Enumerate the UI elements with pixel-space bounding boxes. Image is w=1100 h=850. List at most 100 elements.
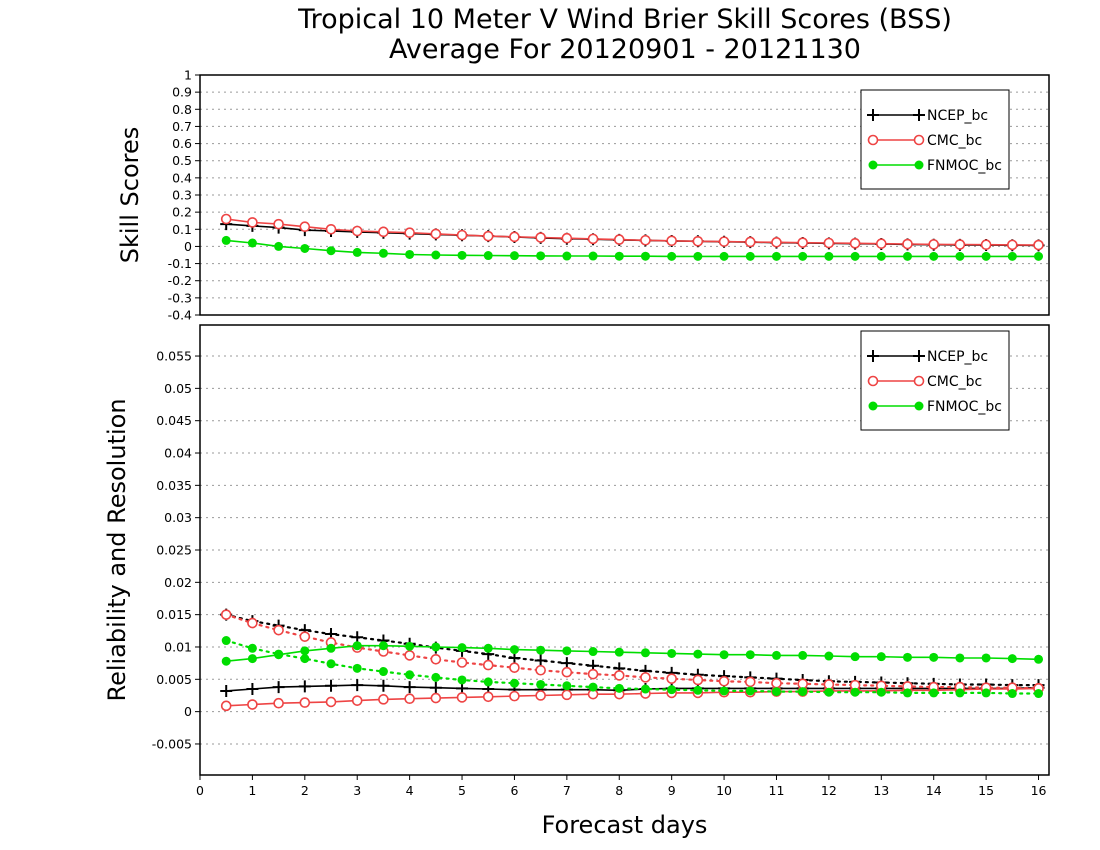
y-tick-label: 0.05 [164, 381, 192, 396]
data-point [298, 680, 311, 693]
data-point [405, 641, 415, 651]
data-point [667, 685, 677, 695]
data-point [561, 689, 573, 701]
data-point [876, 652, 886, 662]
data-point [536, 645, 546, 655]
data-point [273, 697, 284, 709]
legend-marker [913, 109, 925, 121]
data-point [247, 643, 257, 653]
data-point [534, 654, 547, 667]
x-tick-label: 6 [510, 783, 518, 798]
data-point [403, 681, 416, 694]
data-point [378, 641, 388, 651]
data-point [824, 687, 834, 697]
y-tick-label: 0.015 [156, 607, 192, 622]
x-tick-label: 10 [716, 783, 732, 798]
x-tick-label: 15 [978, 783, 994, 798]
x-tick-label: 13 [873, 783, 889, 798]
data-point [431, 250, 441, 260]
data-point [404, 227, 415, 239]
data-point [509, 645, 519, 655]
data-point [246, 683, 259, 696]
data-point [273, 624, 284, 636]
y-tick-label: 0.4 [172, 170, 192, 185]
data-point [667, 251, 677, 261]
data-point [220, 609, 232, 620]
data-point [378, 248, 388, 258]
data-point [221, 235, 231, 245]
x-tick-label: 7 [563, 783, 571, 798]
data-point [849, 238, 861, 249]
data-point [431, 642, 441, 652]
data-point [509, 690, 520, 702]
legend-marker [913, 375, 925, 387]
legend-label: NCEP_bc [927, 108, 988, 124]
data-point [509, 678, 519, 688]
y-tick-label: 0.3 [172, 188, 192, 203]
data-point [299, 697, 311, 708]
data-point [640, 672, 651, 683]
data-point [614, 251, 624, 261]
y-tick-label: 0.1 [172, 222, 192, 237]
data-point [377, 679, 390, 692]
legend-marker [867, 109, 879, 121]
data-point [824, 251, 834, 261]
data-point [430, 692, 442, 704]
x-tick-label: 5 [458, 783, 466, 798]
data-point [535, 690, 546, 701]
x-tick-label: 11 [769, 783, 785, 798]
skill-score-panel: -0.4 -0.3 -0.2 -0.1 0 0.1 0.2 0.3 0.4 0.5 0.6 0.7 0.… [116, 68, 1050, 323]
data-point [221, 656, 231, 666]
data-point [352, 247, 362, 257]
data-point [378, 694, 389, 705]
data-point [351, 695, 363, 706]
legend-marker [868, 160, 878, 170]
data-point [220, 684, 233, 697]
data-point [429, 681, 442, 694]
data-point [247, 654, 257, 664]
series-line-fnmoc_bc [226, 239, 1039, 258]
data-point [300, 646, 310, 656]
data-point [456, 229, 468, 241]
data-point [562, 646, 572, 656]
data-point [745, 650, 755, 660]
data-point [850, 652, 860, 662]
data-point [483, 677, 493, 687]
data-point [1034, 654, 1044, 664]
data-point [614, 683, 624, 693]
series-line-fnmoc_bc-reliability [226, 644, 1039, 662]
data-point [693, 251, 703, 261]
top-y-ticks: -0.4 -0.3 -0.2 -0.1 0 0.1 0.2 0.3 0.4 0.5 0.6 0.7 0.… [168, 68, 200, 323]
y-tick-label: 0.04 [164, 446, 192, 461]
data-point [903, 251, 912, 261]
legend-marker [867, 134, 879, 146]
legend-marker [914, 401, 924, 411]
data-point [692, 235, 704, 247]
data-point [850, 251, 860, 261]
data-point [719, 686, 729, 696]
data-point [1007, 239, 1018, 251]
data-point [771, 687, 781, 697]
data-point [771, 650, 781, 660]
data-point [797, 237, 808, 248]
data-point [221, 636, 231, 646]
data-point [954, 239, 966, 250]
data-point [404, 650, 415, 661]
data-point [405, 249, 415, 259]
data-point [326, 659, 336, 669]
data-point [536, 251, 546, 261]
y-tick-label: 0.6 [172, 136, 192, 151]
x-tick-label: 1 [248, 783, 256, 798]
data-point [824, 651, 834, 661]
data-point [981, 653, 991, 663]
data-point [613, 234, 625, 245]
data-point [588, 251, 598, 261]
data-point [535, 664, 546, 676]
y-tick-label: 0 [184, 239, 192, 254]
data-point [561, 232, 573, 244]
data-point [693, 649, 703, 659]
data-point [405, 670, 415, 680]
legend-marker [867, 375, 879, 387]
data-point [1007, 654, 1017, 664]
data-point [719, 650, 729, 660]
